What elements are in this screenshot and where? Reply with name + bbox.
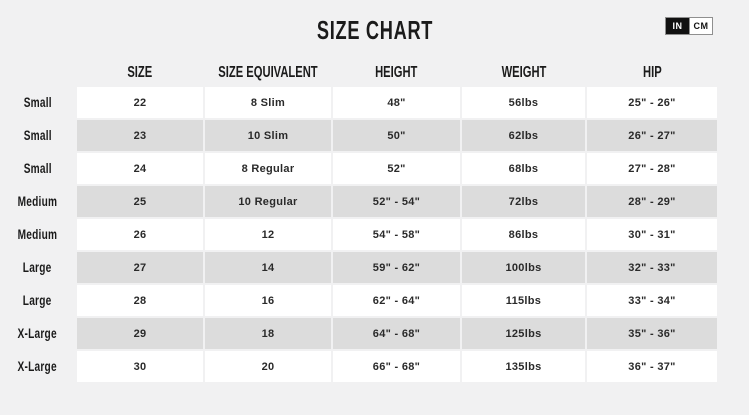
cell-size: 27 xyxy=(77,252,203,283)
cell-size: 29 xyxy=(77,318,203,349)
row-label: Small xyxy=(23,161,52,176)
unit-cm-button[interactable]: CM xyxy=(689,18,712,34)
row-label: Large xyxy=(23,293,52,308)
cell-hip: 27" - 28" xyxy=(587,153,717,184)
cell-weight: 72lbs xyxy=(462,186,585,217)
column-header-hip: HIP xyxy=(642,63,662,81)
cell-size: 24 xyxy=(77,153,203,184)
cell-size-equivalent: 18 xyxy=(205,318,331,349)
cell-height: 66" - 68" xyxy=(333,351,460,382)
cell-size: 30 xyxy=(77,351,203,382)
row-label: Medium xyxy=(17,194,58,209)
cell-weight: 135lbs xyxy=(462,351,585,382)
cell-height: 54" - 58" xyxy=(333,219,460,250)
cell-height: 48" xyxy=(333,87,460,118)
row-label: Small xyxy=(23,128,52,143)
column-header-size-equivalent: SIZE EQUIVALENT xyxy=(218,63,318,81)
cell-size-equivalent: 8 Regular xyxy=(205,153,331,184)
cell-weight: 68lbs xyxy=(462,153,585,184)
cell-hip: 35" - 36" xyxy=(587,318,717,349)
cell-height: 50" xyxy=(333,120,460,151)
cell-hip: 30" - 31" xyxy=(587,219,717,250)
cell-weight: 125lbs xyxy=(462,318,585,349)
cell-height: 52" - 54" xyxy=(333,186,460,217)
cell-hip: 36" - 37" xyxy=(587,351,717,382)
cell-hip: 25" - 26" xyxy=(587,87,717,118)
cell-size: 28 xyxy=(77,285,203,316)
column-header-weight: WEIGHT xyxy=(501,63,546,81)
cell-weight: 115lbs xyxy=(462,285,585,316)
cell-size-equivalent: 20 xyxy=(205,351,331,382)
cell-size-equivalent: 16 xyxy=(205,285,331,316)
cell-size-equivalent: 10 Regular xyxy=(205,186,331,217)
cell-weight: 86lbs xyxy=(462,219,585,250)
row-label: Medium xyxy=(17,227,58,242)
page-title: SIZE CHART xyxy=(0,16,749,45)
unit-in-button[interactable]: IN xyxy=(666,18,689,34)
cell-weight: 62lbs xyxy=(462,120,585,151)
unit-toggle: IN CM xyxy=(665,17,713,35)
cell-height: 59" - 62" xyxy=(333,252,460,283)
cell-hip: 28" - 29" xyxy=(587,186,717,217)
cell-size: 23 xyxy=(77,120,203,151)
row-label: X-Large xyxy=(17,326,58,341)
cell-size-equivalent: 14 xyxy=(205,252,331,283)
cell-hip: 32" - 33" xyxy=(587,252,717,283)
cell-size-equivalent: 12 xyxy=(205,219,331,250)
row-label: Large xyxy=(23,260,52,275)
cell-weight: 100lbs xyxy=(462,252,585,283)
column-header-height: HEIGHT xyxy=(375,63,418,81)
cell-height: 52" xyxy=(333,153,460,184)
header-spacer xyxy=(0,60,75,85)
cell-size-equivalent: 8 Slim xyxy=(205,87,331,118)
column-header-size: SIZE xyxy=(127,63,153,81)
cell-size: 26 xyxy=(77,219,203,250)
row-label: Small xyxy=(23,95,52,110)
cell-hip: 26" - 27" xyxy=(587,120,717,151)
cell-size-equivalent: 10 Slim xyxy=(205,120,331,151)
cell-size: 25 xyxy=(77,186,203,217)
cell-size: 22 xyxy=(77,87,203,118)
page-title-text: SIZE CHART xyxy=(316,15,433,45)
cell-weight: 56lbs xyxy=(462,87,585,118)
size-chart-table: SIZE SIZE EQUIVALENT HEIGHT WEIGHT HIP S… xyxy=(0,60,717,382)
cell-hip: 33" - 34" xyxy=(587,285,717,316)
cell-height: 62" - 64" xyxy=(333,285,460,316)
cell-height: 64" - 68" xyxy=(333,318,460,349)
row-label: X-Large xyxy=(17,359,58,374)
